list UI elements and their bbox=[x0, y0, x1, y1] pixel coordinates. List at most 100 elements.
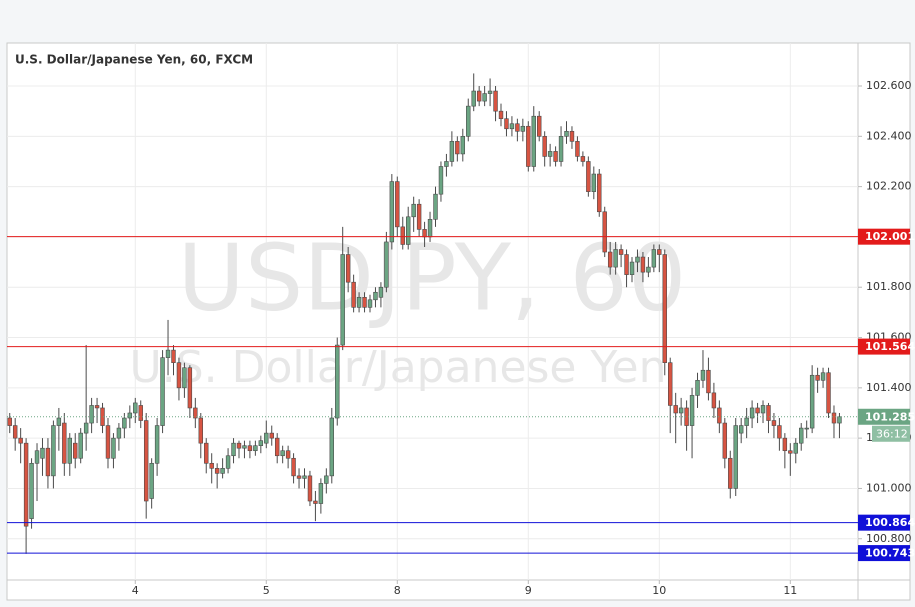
candle-body bbox=[482, 93, 487, 102]
candle-body bbox=[111, 437, 116, 459]
candle-body bbox=[657, 249, 662, 255]
y-tick-label: 102.600 bbox=[866, 79, 912, 92]
candle-body bbox=[837, 416, 842, 424]
candle-body bbox=[815, 374, 820, 381]
candle-body bbox=[313, 500, 318, 504]
candle-body bbox=[766, 405, 771, 421]
candle-body bbox=[345, 254, 351, 283]
candle-body bbox=[160, 357, 165, 426]
candle-body bbox=[618, 249, 624, 255]
candle-body bbox=[274, 437, 280, 457]
candle-body bbox=[324, 475, 329, 484]
price-label-box bbox=[858, 228, 910, 245]
x-tick-label: 9 bbox=[525, 584, 532, 597]
y-tick-label: 102.400 bbox=[866, 129, 912, 142]
candle-body bbox=[547, 151, 553, 157]
candle-body bbox=[771, 420, 777, 426]
countdown-box bbox=[872, 425, 910, 442]
candle-body bbox=[94, 405, 100, 409]
candle-body bbox=[455, 141, 460, 155]
x-tick-label: 5 bbox=[263, 584, 270, 597]
candle-body bbox=[444, 161, 449, 167]
watermark: USDJPY, 60 bbox=[178, 224, 687, 331]
candle-body bbox=[433, 193, 438, 220]
candle-body bbox=[411, 203, 416, 218]
candle-body bbox=[449, 141, 455, 162]
candle-body bbox=[700, 369, 706, 381]
candle-body bbox=[515, 123, 520, 132]
candle-body bbox=[575, 141, 580, 157]
candle-body bbox=[45, 447, 51, 477]
candle-body bbox=[504, 118, 509, 130]
candle-body bbox=[62, 422, 67, 464]
candle-body bbox=[738, 425, 744, 434]
candle-body bbox=[247, 445, 253, 452]
candle-body bbox=[56, 417, 62, 426]
candle-body bbox=[537, 115, 542, 137]
candle-body bbox=[340, 254, 345, 346]
y-tick-label: 101.800 bbox=[866, 280, 912, 293]
candle-body bbox=[127, 412, 133, 419]
candle-body bbox=[253, 445, 258, 452]
candle-body bbox=[204, 442, 209, 464]
candle-body bbox=[187, 367, 193, 409]
candle-body bbox=[826, 372, 831, 414]
candle-body bbox=[804, 427, 809, 430]
candle-body bbox=[498, 110, 504, 120]
candle-body bbox=[662, 254, 667, 363]
candle-body bbox=[73, 442, 78, 459]
candle-body bbox=[564, 130, 569, 137]
candle-body bbox=[362, 296, 367, 308]
candle-body bbox=[602, 211, 607, 253]
candle-body bbox=[269, 432, 274, 439]
candle-body bbox=[7, 417, 12, 426]
candle-body bbox=[427, 219, 433, 238]
candle-body bbox=[29, 462, 34, 519]
candle-body bbox=[673, 405, 678, 414]
candle-body bbox=[646, 266, 651, 273]
candle-body bbox=[635, 256, 640, 263]
candle-body bbox=[438, 166, 444, 195]
candle-body bbox=[422, 229, 427, 238]
candle-body bbox=[296, 475, 302, 479]
candle-body bbox=[182, 367, 187, 389]
candle-body bbox=[493, 90, 498, 112]
candle-body bbox=[466, 105, 471, 137]
price-label-box bbox=[858, 514, 910, 531]
candle-body bbox=[105, 425, 111, 459]
candle-body bbox=[122, 417, 127, 429]
candle-body bbox=[717, 407, 722, 424]
candle-body bbox=[744, 417, 749, 426]
price-label: 102.001 bbox=[865, 230, 915, 243]
candle-body bbox=[335, 344, 340, 419]
candle-body bbox=[613, 249, 618, 268]
candle-body bbox=[580, 156, 586, 162]
candle-body bbox=[405, 216, 411, 245]
candle-body bbox=[569, 130, 575, 142]
candle-body bbox=[520, 125, 526, 132]
candle-body bbox=[280, 450, 285, 457]
candle-body bbox=[302, 475, 307, 479]
candle-body bbox=[209, 462, 214, 469]
candle-body bbox=[34, 450, 40, 464]
candle-body bbox=[487, 90, 493, 94]
candle-body bbox=[176, 362, 182, 389]
candle-body bbox=[793, 442, 798, 454]
candle-body bbox=[165, 349, 171, 358]
candle-body bbox=[749, 407, 755, 419]
candle-body bbox=[143, 420, 149, 502]
candle-body bbox=[356, 296, 362, 308]
candle-body bbox=[133, 402, 138, 414]
candle-body bbox=[531, 115, 536, 167]
candles bbox=[7, 73, 842, 554]
price-label: 101.285 bbox=[865, 410, 915, 423]
candle-body bbox=[40, 447, 45, 459]
candle-body bbox=[318, 483, 324, 504]
candle-body bbox=[728, 457, 733, 489]
candle-body bbox=[258, 440, 264, 446]
candle-body bbox=[651, 249, 657, 268]
price-label-box bbox=[858, 545, 910, 562]
candle-body bbox=[629, 261, 635, 275]
